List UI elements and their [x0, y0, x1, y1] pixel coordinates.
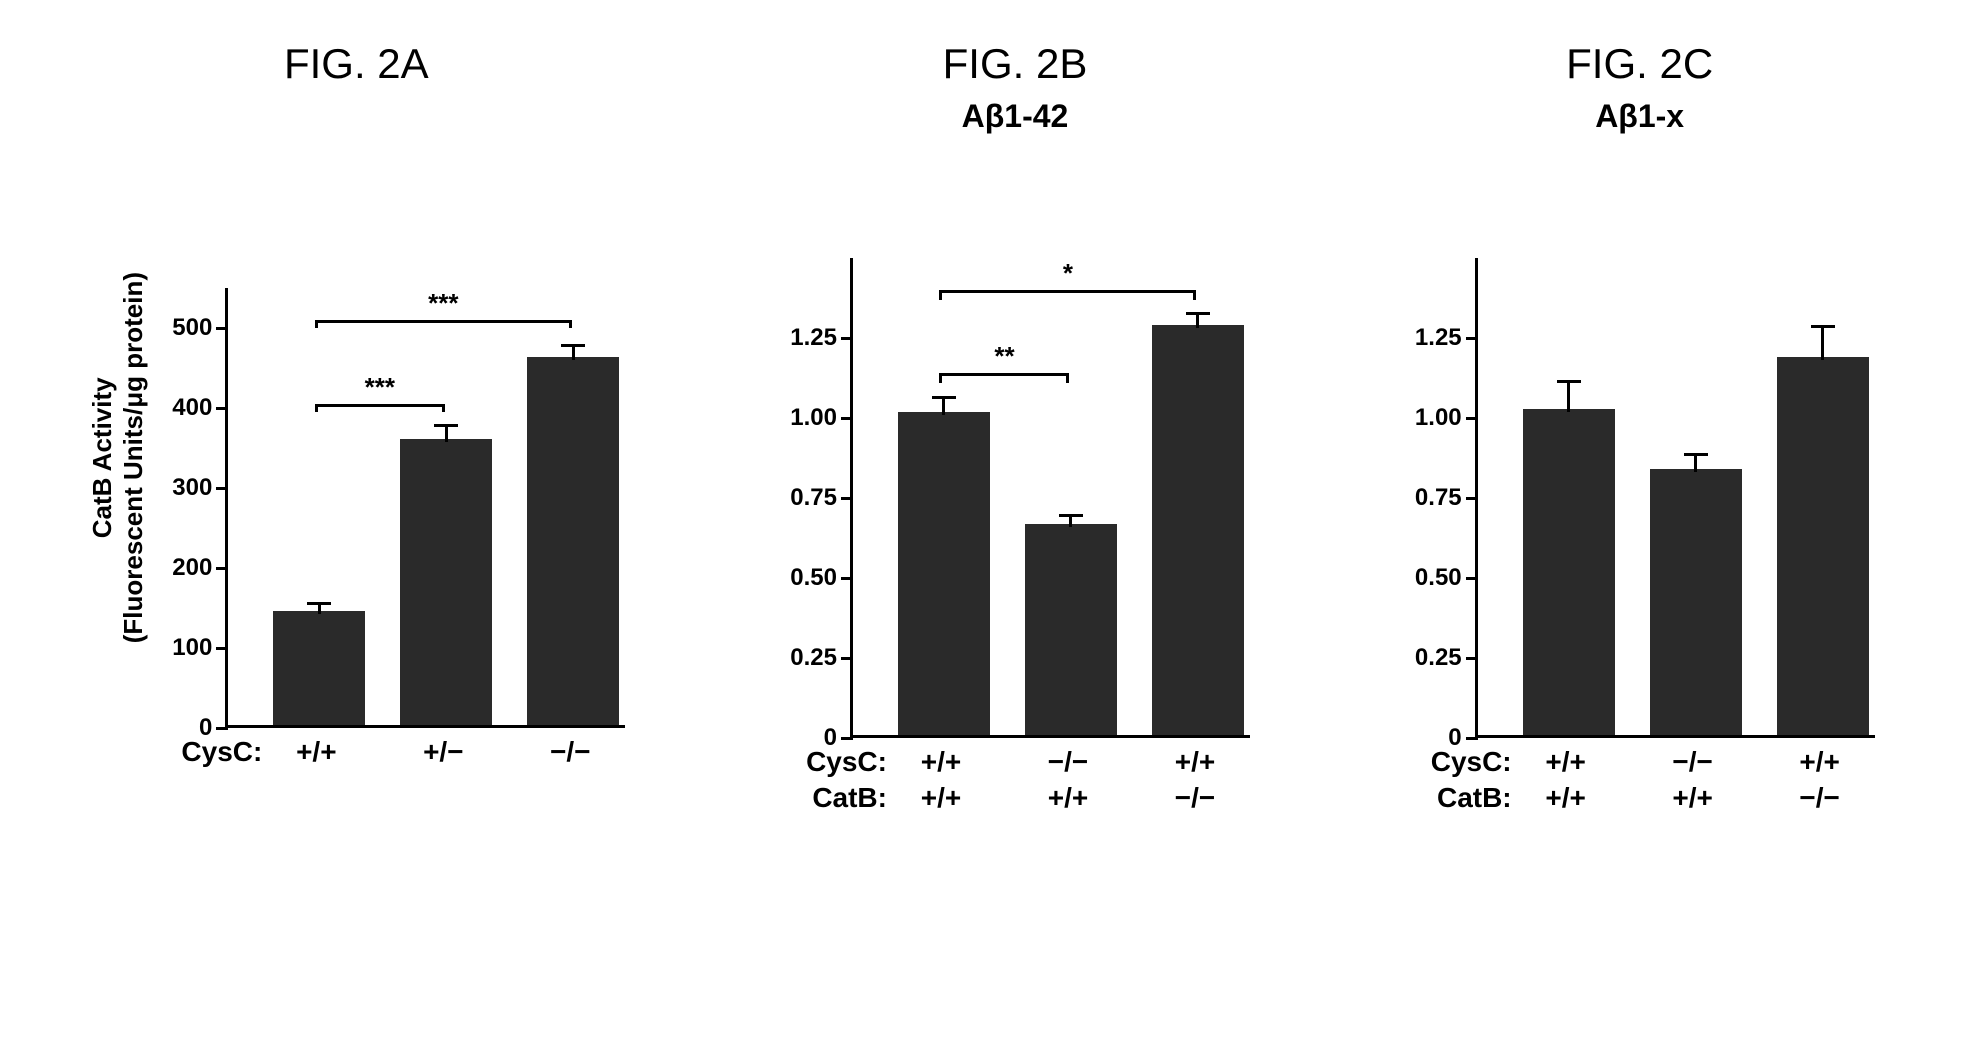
error-cap — [932, 396, 956, 399]
error-cap — [434, 424, 458, 427]
y-axis-label: CatB Activity (Fluorescent Units/μg prot… — [87, 272, 149, 643]
y-tick-label: 300 — [172, 474, 228, 502]
y-tick-label: 0 — [1448, 724, 1477, 752]
significance-bracket-drop — [315, 404, 318, 412]
panel-C: FIG. 2CAβ1-x00.250.500.751.001.25CysC:+/… — [1405, 40, 1875, 814]
x-axis-labels: CysC:+/++/−−/− — [225, 736, 625, 768]
y-tick-label: 0.75 — [1415, 484, 1478, 512]
x-category-label: +/+ — [1520, 782, 1612, 814]
y-tick-label: 1.00 — [1415, 404, 1478, 432]
significance-label: * — [1063, 258, 1073, 289]
significance-bracket — [941, 373, 1068, 376]
significance-bracket-drop — [1193, 290, 1196, 300]
significance-bracket-drop — [442, 404, 445, 412]
y-tick-label: 200 — [172, 554, 228, 582]
significance-label: *** — [428, 288, 458, 319]
error-cap — [1186, 312, 1210, 315]
plot-region: 00.250.500.751.001.25 — [1475, 258, 1875, 738]
y-tick-label: 1.25 — [790, 324, 853, 352]
x-category-label: +/+ — [1149, 746, 1241, 778]
chart-wrap: 00.250.500.751.001.25CysC:+/+−/−+/+CatB:… — [1405, 148, 1875, 814]
panel-B: FIG. 2BAβ1-4200.250.500.751.001.25***Cys… — [780, 40, 1250, 814]
bar — [273, 611, 365, 725]
significance-bracket-drop — [939, 373, 942, 383]
error-bar — [1821, 325, 1824, 360]
error-cap — [1059, 514, 1083, 517]
error-cap — [307, 602, 331, 605]
chart-area: 00.250.500.751.001.25CysC:+/+−/−+/+CatB:… — [1405, 148, 1875, 814]
chart-wrap: CatB Activity (Fluorescent Units/μg prot… — [87, 148, 625, 768]
y-tick-label: 1.25 — [1415, 324, 1478, 352]
panel-title: FIG. 2A — [284, 40, 429, 88]
panel-title: FIG. 2C — [1566, 40, 1713, 88]
bar — [1523, 409, 1615, 735]
x-category-label: +/+ — [1022, 782, 1114, 814]
y-tick-label: 1.00 — [790, 404, 853, 432]
significance-bracket-drop — [569, 320, 572, 328]
x-row-name: CatB: — [785, 782, 895, 814]
panel-subtitle: Aβ1-42 — [962, 98, 1069, 138]
error-bar — [1567, 380, 1570, 412]
error-cap — [1811, 325, 1835, 328]
panel-A: FIG. 2A CatB Activity (Fluorescent Units/… — [87, 40, 625, 768]
chart-area: 0100200300400500******CysC:+/++/−−/− — [155, 148, 625, 768]
panel-title: FIG. 2B — [943, 40, 1088, 88]
x-axis-labels: CysC:+/+−/−+/+CatB:+/++/+−/− — [1475, 746, 1875, 814]
significance-bracket — [316, 320, 570, 323]
significance-bracket-drop — [1066, 373, 1069, 383]
panel-subtitle: Aβ1-x — [1595, 98, 1684, 138]
x-category-label: +/+ — [1647, 782, 1739, 814]
significance-label: *** — [365, 372, 395, 403]
y-tick-label: 0.75 — [790, 484, 853, 512]
bar — [1152, 325, 1244, 735]
x-category-label: +/+ — [895, 746, 987, 778]
chart-area: 00.250.500.751.001.25***CysC:+/+−/−+/+Ca… — [780, 148, 1250, 814]
x-category-label: +/+ — [895, 782, 987, 814]
x-category-label: +/+ — [1774, 746, 1866, 778]
y-tick-label: 0 — [199, 714, 228, 742]
error-cap — [1557, 380, 1581, 383]
bar — [898, 412, 990, 735]
significance-bracket-drop — [939, 290, 942, 300]
y-tick-label: 0.50 — [1415, 564, 1478, 592]
y-tick-label: 0.25 — [1415, 644, 1478, 672]
error-cap — [561, 344, 585, 347]
x-row-name: CatB: — [1410, 782, 1520, 814]
plot-region: 00.250.500.751.001.25 — [850, 258, 1250, 738]
y-tick-label: 0.50 — [790, 564, 853, 592]
x-category-label: −/− — [1149, 782, 1241, 814]
x-category-label: −/− — [524, 736, 616, 768]
error-cap — [1684, 453, 1708, 456]
y-tick-label: 0.25 — [790, 644, 853, 672]
significance-bracket — [941, 290, 1195, 293]
y-tick-label: 100 — [172, 634, 228, 662]
x-category-label: +/+ — [270, 736, 362, 768]
bar — [1025, 524, 1117, 735]
significance-bracket-drop — [315, 320, 318, 328]
significance-label: ** — [994, 341, 1014, 372]
bar — [400, 439, 492, 725]
y-tick-label: 400 — [172, 394, 228, 422]
plot-region: 0100200300400500 — [225, 288, 625, 728]
significance-bracket — [316, 404, 443, 407]
x-category-label: −/− — [1774, 782, 1866, 814]
x-category-label: −/− — [1022, 746, 1114, 778]
x-category-label: −/− — [1647, 746, 1739, 778]
figure-row: FIG. 2A CatB Activity (Fluorescent Units/… — [40, 40, 1922, 814]
x-category-label: +/− — [397, 736, 489, 768]
x-axis-labels: CysC:+/+−/−+/+CatB:+/++/+−/− — [850, 746, 1250, 814]
y-tick-label: 0 — [824, 724, 853, 752]
chart-wrap: 00.250.500.751.001.25***CysC:+/+−/−+/+Ca… — [780, 148, 1250, 814]
y-tick-label: 500 — [172, 314, 228, 342]
bar — [1777, 357, 1869, 735]
x-category-label: +/+ — [1520, 746, 1612, 778]
bar — [1650, 469, 1742, 735]
bar — [527, 357, 619, 725]
